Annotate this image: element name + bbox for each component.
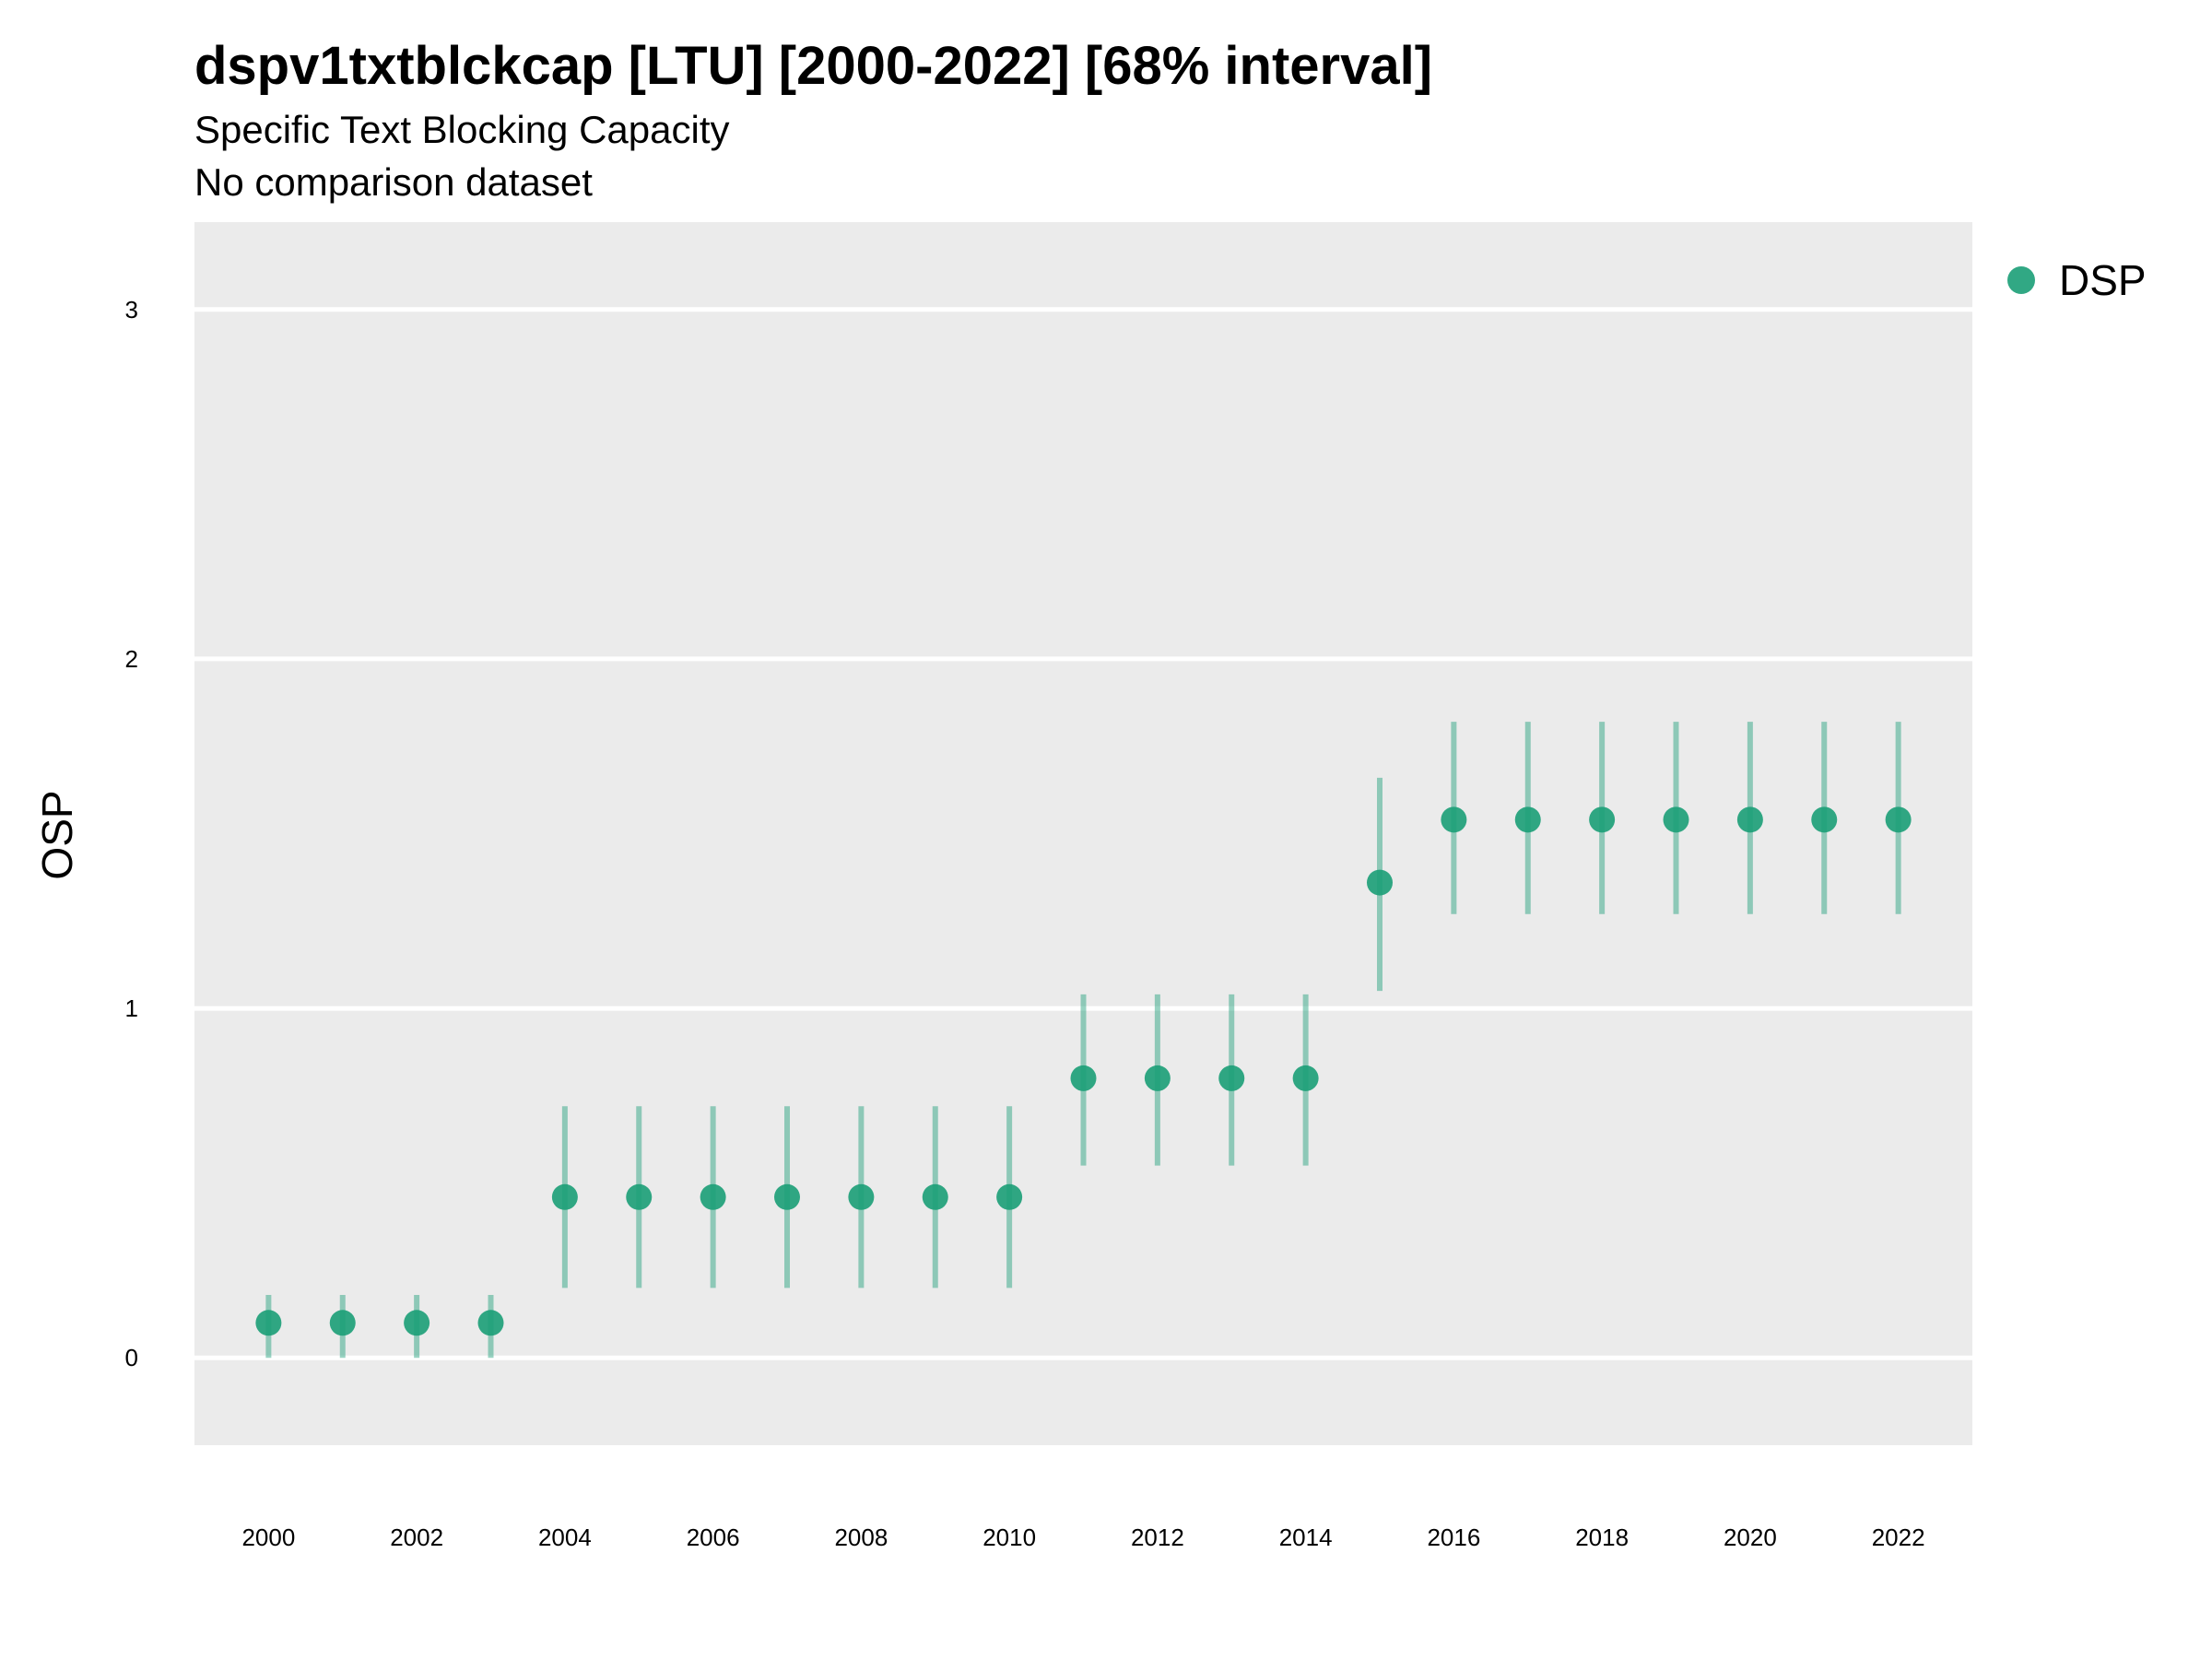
chart-title: dspv1txtblckcap [LTU] [2000-2022] [68% i… <box>194 36 1433 96</box>
x-tick-label: 2018 <box>1575 1524 1629 1551</box>
x-tick-label: 2010 <box>982 1524 1036 1551</box>
x-tick-label: 2014 <box>1279 1524 1333 1551</box>
data-point <box>1663 806 1689 833</box>
data-point <box>1367 869 1393 896</box>
x-tick-label: 2008 <box>834 1524 888 1551</box>
y-tick-label: 3 <box>125 296 138 324</box>
legend-label-dsp: DSP <box>2059 256 2147 304</box>
data-point <box>996 1183 1023 1210</box>
x-tick-label: 2016 <box>1427 1524 1480 1551</box>
data-point <box>1070 1065 1097 1091</box>
data-point <box>255 1310 282 1336</box>
x-tick-label: 2002 <box>390 1524 443 1551</box>
y-axis-ticks: 0 1 2 3 <box>125 296 138 1371</box>
data-point <box>922 1183 948 1210</box>
x-tick-label: 2012 <box>1131 1524 1184 1551</box>
data-point <box>1144 1065 1171 1091</box>
y-tick-label: 0 <box>125 1344 138 1371</box>
data-point <box>848 1183 875 1210</box>
x-tick-label: 2006 <box>687 1524 740 1551</box>
legend: DSP <box>2007 255 2147 305</box>
plot-panel <box>194 222 1972 1445</box>
x-tick-label: 2020 <box>1724 1524 1777 1551</box>
data-points <box>255 806 1912 1336</box>
data-point <box>477 1310 504 1336</box>
chart-subtitle-comparison: No comparison dataset <box>194 160 593 204</box>
x-tick-label: 2022 <box>1872 1524 1925 1551</box>
data-point <box>1885 806 1912 833</box>
x-tick-label: 2000 <box>241 1524 295 1551</box>
data-point <box>1441 806 1467 833</box>
data-point <box>700 1183 726 1210</box>
gridlines <box>194 307 1972 1360</box>
data-point <box>1589 806 1616 833</box>
legend-key-dsp <box>2007 266 2035 294</box>
data-point <box>774 1183 800 1210</box>
data-point <box>1292 1065 1319 1091</box>
x-tick-label: 2004 <box>538 1524 592 1551</box>
data-point <box>1811 806 1838 833</box>
data-point <box>1736 806 1763 833</box>
y-tick-label: 1 <box>125 994 138 1022</box>
x-axis-ticks: 2000 2002 2004 2006 2008 2010 2012 2014 2016 2018… <box>241 1524 1924 1551</box>
y-tick-label: 2 <box>125 645 138 673</box>
data-point <box>1514 806 1541 833</box>
chart-subtitle: Specific Text Blocking Capacity <box>194 108 730 151</box>
data-point <box>551 1183 578 1210</box>
data-point <box>626 1183 653 1210</box>
data-point <box>404 1310 430 1336</box>
data-point <box>1218 1065 1245 1091</box>
data-point <box>329 1310 356 1336</box>
